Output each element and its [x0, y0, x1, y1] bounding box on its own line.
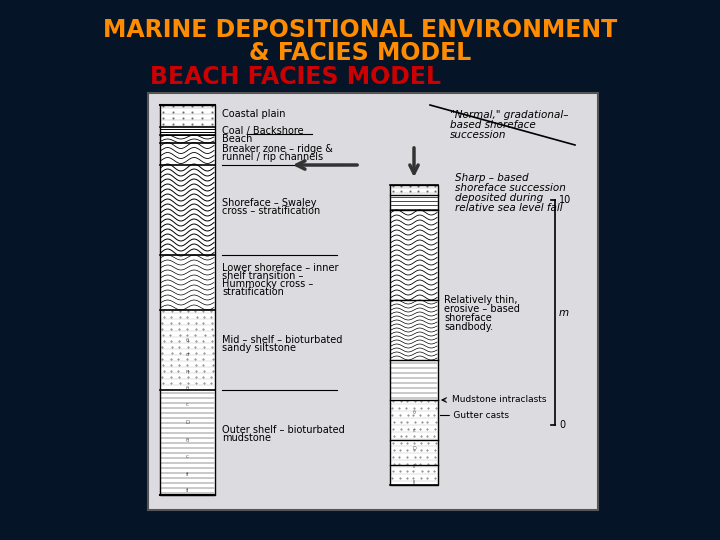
Text: η: η [186, 369, 189, 375]
Text: Coal / Backshore: Coal / Backshore [222, 126, 304, 136]
Text: θ: θ [186, 437, 189, 442]
Text: shoreface: shoreface [444, 313, 492, 323]
Text: MARINE DEPOSITIONAL ENVIRONMENT: MARINE DEPOSITIONAL ENVIRONMENT [103, 18, 617, 42]
Text: θ: θ [413, 409, 415, 415]
Text: m: m [559, 307, 569, 318]
Text: based shoreface: based shoreface [450, 120, 536, 130]
Bar [390, 185, 438, 485]
Text: fl: fl [186, 471, 189, 476]
Text: erosive – based: erosive – based [444, 304, 520, 314]
Text: 0: 0 [559, 420, 565, 430]
Text: D: D [412, 446, 416, 450]
Text: fl: fl [186, 488, 189, 492]
Text: Mid – shelf – bioturbated: Mid – shelf – bioturbated [222, 335, 343, 345]
Text: fl: fl [413, 480, 415, 484]
Text: – Gutter casts: – Gutter casts [446, 410, 509, 420]
Text: c: c [186, 455, 189, 460]
Text: σ: σ [186, 353, 189, 357]
Text: Mudstone intraclasts: Mudstone intraclasts [452, 395, 546, 404]
Text: θ: θ [186, 338, 189, 342]
Text: Outer shelf – bioturbated: Outer shelf – bioturbated [222, 425, 345, 435]
Text: relative sea level fall: relative sea level fall [455, 203, 562, 213]
Text: fl: fl [413, 463, 415, 469]
Text: D: D [185, 420, 189, 424]
Bar [160, 105, 215, 495]
Text: shoreface succession: shoreface succession [455, 183, 566, 193]
Text: BEACH FACIES MODEL: BEACH FACIES MODEL [150, 65, 441, 89]
Text: mudstone: mudstone [222, 433, 271, 443]
Text: sandy siltstone: sandy siltstone [222, 343, 296, 353]
Text: c: c [186, 402, 189, 408]
Text: sandbody.: sandbody. [444, 322, 493, 332]
Text: 10: 10 [559, 195, 571, 205]
Text: cross – stratification: cross – stratification [222, 206, 320, 216]
Text: θ: θ [186, 386, 189, 390]
Text: succession: succession [450, 130, 506, 140]
Text: Breaker zone – ridge &: Breaker zone – ridge & [222, 144, 333, 154]
Text: Beach: Beach [222, 134, 253, 144]
Text: Coastal plain: Coastal plain [222, 109, 286, 119]
Text: & FACIES MODEL: & FACIES MODEL [249, 41, 471, 65]
Text: runnel / rip channels: runnel / rip channels [222, 152, 323, 162]
Text: stratification: stratification [222, 287, 284, 297]
Text: Hummocky cross –: Hummocky cross – [222, 279, 313, 289]
Text: Shoreface – Swaley: Shoreface – Swaley [222, 198, 317, 208]
Text: "Normal," gradational–: "Normal," gradational– [450, 110, 569, 120]
Text: Relatively thin,: Relatively thin, [444, 295, 518, 305]
Text: c: c [413, 428, 415, 433]
Text: Sharp – based: Sharp – based [455, 173, 528, 183]
Text: shelf transition –: shelf transition – [222, 271, 303, 281]
Text: deposited during: deposited during [455, 193, 544, 203]
Text: Lower shoreface – inner: Lower shoreface – inner [222, 263, 338, 273]
Bar [148, 93, 598, 510]
